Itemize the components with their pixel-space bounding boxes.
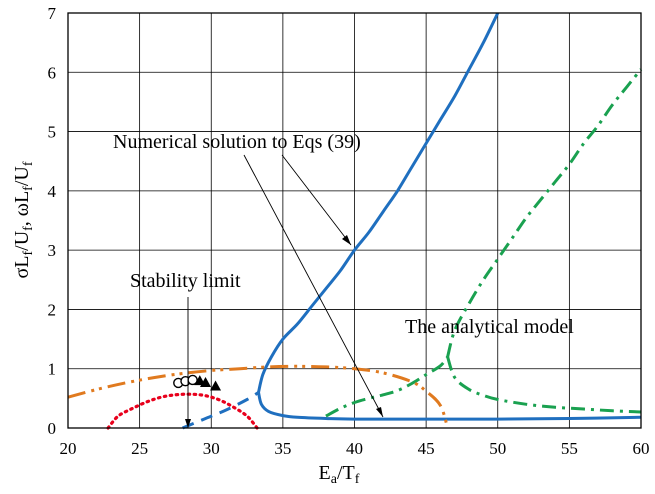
series-line-solid-blue — [257, 392, 642, 421]
arrow-to-lower-branch — [243, 154, 384, 418]
x-tick-label: 40 — [346, 439, 363, 458]
x-tick-label: 20 — [60, 439, 77, 458]
series-line-dashdot-green — [446, 68, 643, 358]
series-group — [67, 12, 643, 430]
grid — [67, 12, 642, 429]
x-tick-label: 55 — [561, 439, 578, 458]
annotation-stability: Stability limit — [130, 270, 241, 292]
series-line-dashdotdot-orange — [67, 364, 450, 429]
x-axis-title: Ea/Tf — [319, 462, 360, 487]
annotation-analytical: The analytical model — [405, 316, 574, 338]
x-tick-label: 45 — [418, 439, 435, 458]
arrowhead-upper — [342, 235, 351, 245]
x-tick-label: 60 — [633, 439, 650, 458]
y-tick-label: 0 — [48, 419, 57, 438]
y-tick-label: 1 — [48, 360, 57, 379]
series-line-dashdot-green — [325, 355, 449, 418]
arrow-heads — [185, 235, 383, 428]
arrowhead-stability — [185, 419, 191, 428]
y-axis-title: σLf/Uf, ωLf/Uf — [11, 161, 36, 278]
y-tick-label: 2 — [48, 300, 57, 319]
series-line-dotted-red — [106, 392, 259, 430]
x-tick-label: 30 — [203, 439, 220, 458]
annotation-arrows — [187, 154, 384, 428]
series-line-dashed-blue — [182, 391, 260, 430]
series-line-dashdot-green — [446, 356, 642, 414]
y-tick-label: 5 — [48, 123, 57, 142]
arrowhead-lower — [376, 407, 383, 417]
plot-frame — [67, 12, 642, 429]
x-tick-label: 25 — [131, 439, 148, 458]
marker-triangle — [200, 376, 212, 387]
y-tick-label: 4 — [48, 182, 57, 201]
series-line-solid-blue — [257, 12, 500, 393]
data-markers — [173, 374, 222, 391]
x-tick-label: 35 — [274, 439, 291, 458]
marker-triangle — [210, 380, 222, 391]
y-tick-label: 7 — [48, 4, 57, 23]
y-tick-label: 6 — [48, 63, 57, 82]
y-tick-label: 3 — [48, 241, 57, 260]
arrow-to-upper-branch — [281, 154, 352, 246]
x-tick-label: 50 — [489, 439, 506, 458]
annotation-numerical: Numerical solution to Eqs (39) — [113, 131, 361, 153]
